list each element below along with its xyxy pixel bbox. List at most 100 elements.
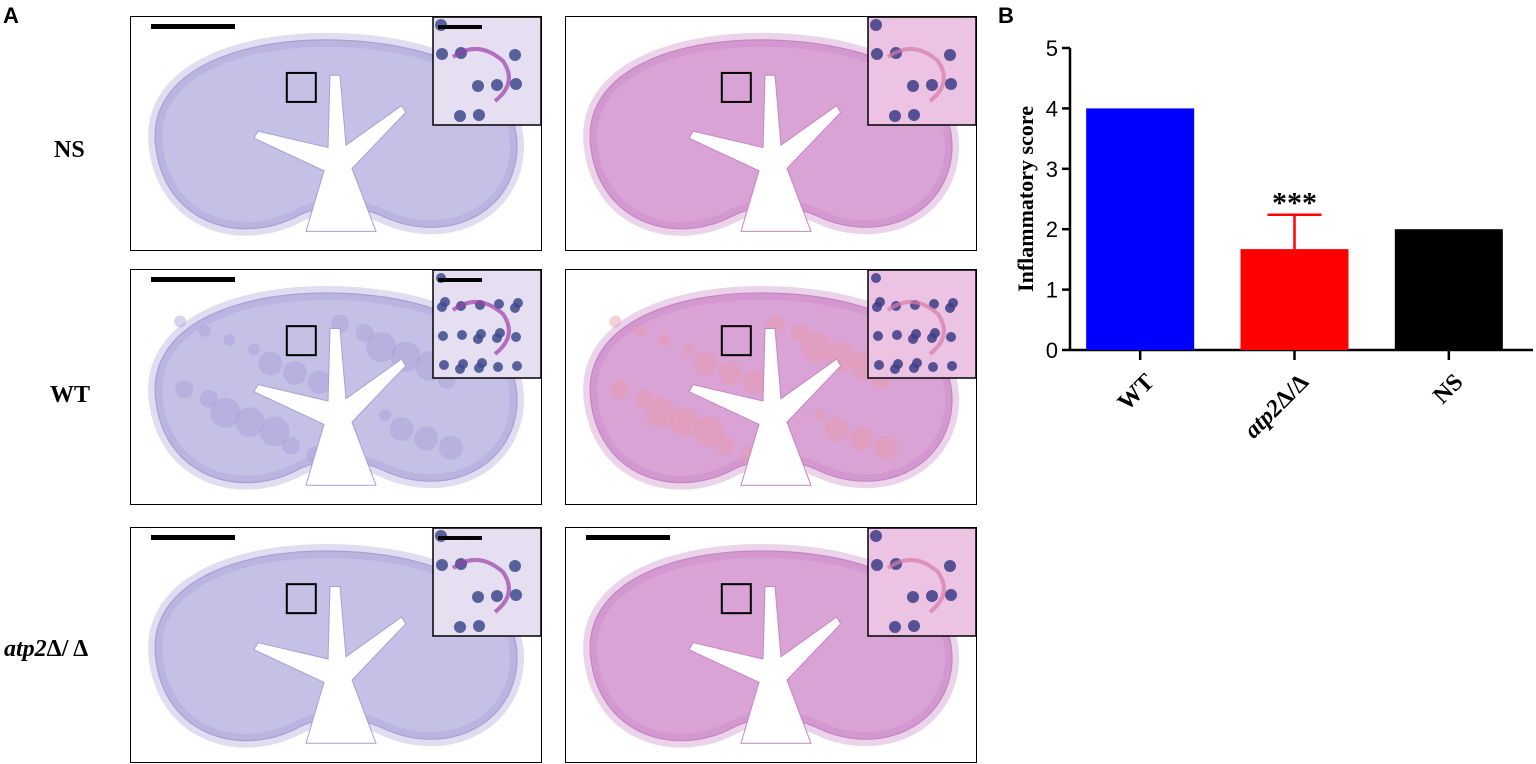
cell-nucleus bbox=[870, 530, 882, 542]
cell-nucleus bbox=[871, 48, 883, 60]
cell-nucleus bbox=[946, 332, 956, 342]
renal-pelvis bbox=[688, 328, 842, 486]
inset-frame bbox=[867, 528, 976, 637]
inflammatory-focus bbox=[814, 409, 827, 422]
cell-nucleus bbox=[454, 110, 466, 122]
inset-frame bbox=[867, 270, 976, 379]
cell-nucleus bbox=[928, 362, 938, 372]
renal-pelvis bbox=[688, 74, 842, 232]
micrograph-svg bbox=[148, 17, 541, 236]
inflammatory-focus bbox=[634, 389, 653, 408]
cell-nucleus bbox=[493, 362, 503, 372]
inset-scale-bar bbox=[438, 536, 482, 540]
cell-nucleus bbox=[511, 332, 521, 342]
cell-nucleus bbox=[509, 49, 521, 61]
inset-frame bbox=[432, 528, 541, 637]
renal-pelvis bbox=[688, 586, 842, 744]
tubule-lumen bbox=[886, 558, 946, 614]
inflammatory-focus bbox=[645, 397, 676, 428]
row-label-ns: NS bbox=[54, 137, 85, 163]
cell-nucleus bbox=[947, 361, 957, 371]
inset bbox=[867, 528, 976, 637]
inflammatory-focus bbox=[790, 324, 809, 343]
inflammatory-focus bbox=[258, 351, 283, 376]
cell-nucleus bbox=[912, 358, 922, 368]
scale-bar bbox=[151, 535, 235, 540]
inflammatory-focus bbox=[609, 315, 622, 328]
inflammatory-focus bbox=[259, 416, 290, 447]
kidney-cortex bbox=[148, 32, 524, 236]
cell-nucleus bbox=[908, 620, 920, 632]
kidney-cortex bbox=[148, 543, 524, 748]
micrograph-svg bbox=[583, 270, 976, 490]
inflammatory-focus bbox=[248, 343, 260, 356]
cell-nucleus bbox=[870, 19, 882, 31]
cell-nucleus bbox=[944, 49, 956, 61]
inflammatory-focus bbox=[283, 360, 307, 385]
cell-nucleus bbox=[871, 559, 883, 571]
y-tick-label: 3 bbox=[1046, 157, 1058, 182]
cell-nucleus bbox=[512, 361, 522, 371]
inflammatory-focus bbox=[175, 380, 194, 399]
inflammatory-focus bbox=[801, 332, 832, 363]
cell-nucleus bbox=[945, 589, 957, 601]
inset-frame bbox=[867, 17, 976, 126]
cell-nucleus bbox=[875, 297, 885, 307]
inflammatory-focus bbox=[355, 324, 374, 343]
cell-nucleus bbox=[871, 273, 881, 283]
inflammatory-score-chart: 0 1 2 3 4 5 Inflammatory score WT atp2Δ/Δ NS *** bbox=[990, 0, 1536, 764]
cell-nucleus bbox=[454, 621, 466, 633]
panel-a-letter: A bbox=[3, 3, 19, 28]
inset bbox=[867, 270, 976, 379]
cell-nucleus bbox=[491, 79, 503, 91]
row-label-atp2-italic: atp2 bbox=[4, 636, 47, 662]
inset bbox=[432, 17, 541, 126]
cell-nucleus bbox=[929, 299, 939, 309]
inset-frame bbox=[432, 17, 541, 126]
cell-nucleus bbox=[513, 298, 523, 308]
cell-nucleus bbox=[911, 329, 921, 339]
bar-1 bbox=[1240, 249, 1349, 350]
inflammatory-focus bbox=[633, 324, 646, 337]
micrograph-svg bbox=[583, 528, 976, 748]
row-label-atp2-rest: Δ/ Δ bbox=[46, 636, 89, 662]
inflammatory-focus bbox=[198, 324, 211, 337]
inflammatory-focus bbox=[281, 436, 300, 455]
inflammatory-focus bbox=[849, 426, 874, 451]
y-tick-label: 1 bbox=[1046, 278, 1058, 303]
cell-nucleus bbox=[473, 109, 485, 121]
scale-bar bbox=[151, 277, 235, 282]
cell-nucleus bbox=[908, 109, 920, 121]
micrograph-wt-he bbox=[565, 269, 977, 505]
micrograph-atp2-he bbox=[565, 527, 977, 763]
cell-nucleus bbox=[472, 591, 484, 603]
cell-nucleus bbox=[495, 328, 505, 338]
roi-box bbox=[285, 71, 317, 103]
inflammatory-focus bbox=[610, 380, 629, 399]
tubule-lumen bbox=[451, 558, 511, 614]
significance-stars: *** bbox=[1272, 187, 1317, 220]
y-tick-label: 4 bbox=[1046, 96, 1058, 121]
inflammatory-focus bbox=[694, 416, 725, 447]
renal-pelvis bbox=[253, 586, 407, 744]
cell-nucleus bbox=[892, 330, 902, 340]
cell-nucleus bbox=[472, 80, 484, 92]
tubule-lumen bbox=[451, 47, 511, 103]
row-label-wt: WT bbox=[50, 382, 91, 408]
inflammatory-focus bbox=[307, 370, 332, 395]
inflammatory-focus bbox=[366, 332, 397, 363]
y-tick-label: 2 bbox=[1046, 217, 1058, 242]
micrograph-ns-he bbox=[565, 16, 977, 251]
renal-pelvis bbox=[253, 328, 407, 486]
cell-nucleus bbox=[907, 591, 919, 603]
cell-nucleus bbox=[494, 299, 504, 309]
inflammatory-focus bbox=[669, 407, 700, 438]
inset bbox=[867, 17, 976, 126]
x-tick-label: WT bbox=[1113, 369, 1160, 416]
micrograph-svg bbox=[148, 528, 541, 748]
micrograph-wt-pas bbox=[130, 269, 542, 505]
micrograph-atp2-pas bbox=[130, 527, 542, 763]
inflammatory-focus bbox=[223, 334, 236, 347]
inflammatory-focus bbox=[210, 397, 241, 428]
cell-nucleus bbox=[436, 48, 448, 60]
